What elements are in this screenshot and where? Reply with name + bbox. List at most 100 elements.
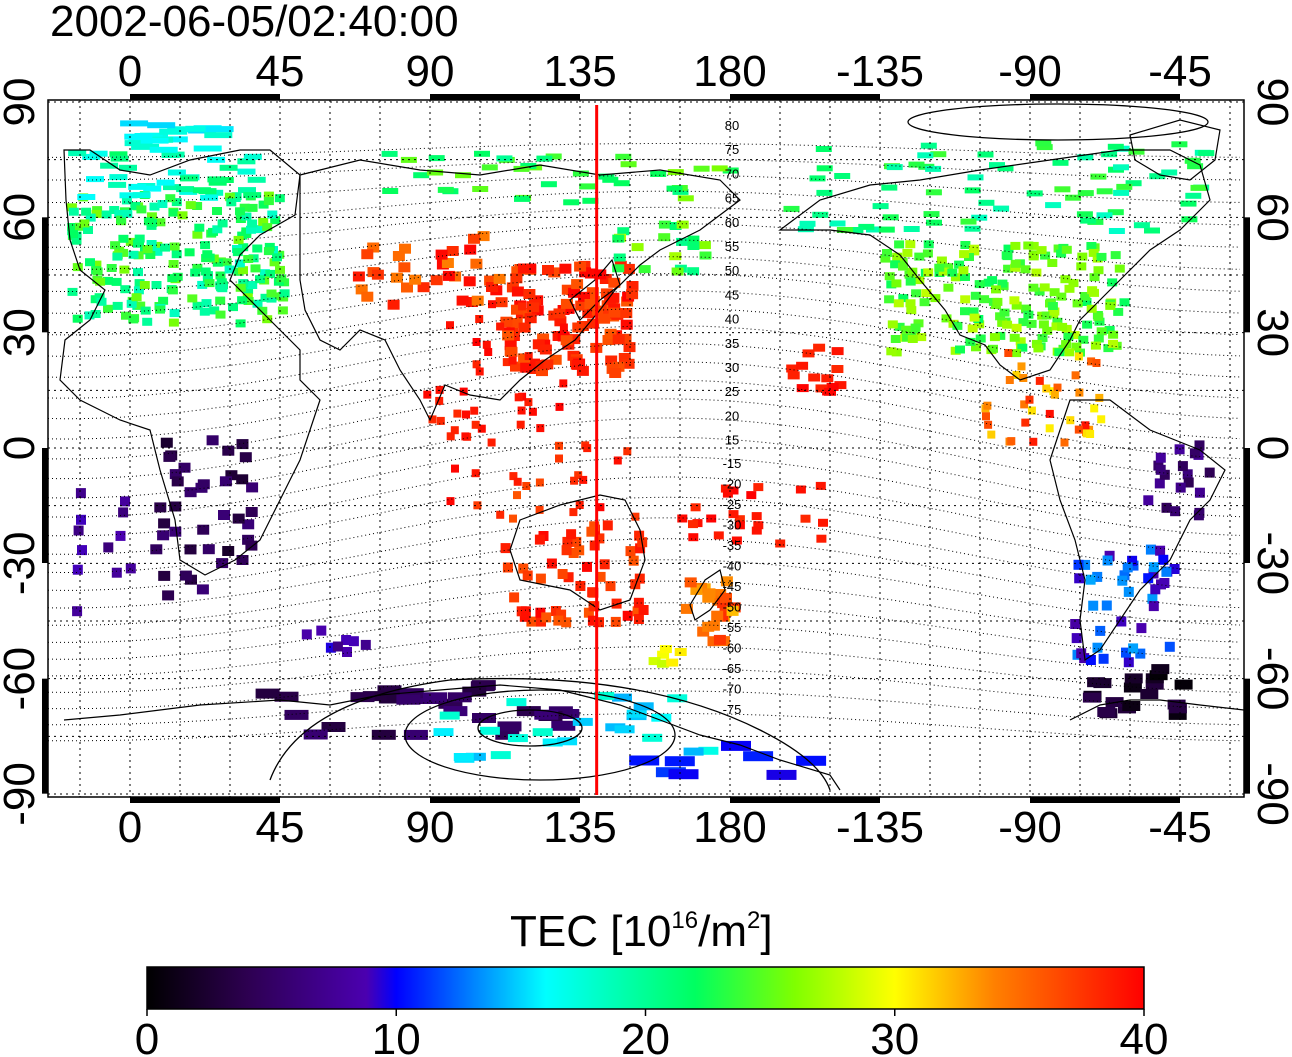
- tec-patch: [809, 175, 826, 182]
- tec-patch: [1060, 275, 1071, 284]
- tec-patch: [1123, 682, 1142, 693]
- lat-tick-label-left: 30: [0, 308, 44, 357]
- tec-patch: [574, 545, 585, 556]
- tec-patch: [245, 540, 258, 551]
- tec-patch: [650, 171, 667, 177]
- tec-patch: [79, 219, 90, 228]
- tec-patch: [891, 279, 902, 288]
- lon-tick-label-top: 45: [256, 47, 305, 96]
- tec-patch: [634, 530, 645, 541]
- tec-patch: [118, 234, 129, 243]
- lon-tick-label-bottom: 135: [543, 803, 616, 852]
- tec-patch: [360, 639, 371, 650]
- tec-patch: [909, 329, 920, 338]
- tec-patch: [252, 299, 263, 308]
- tec-patch: [115, 530, 126, 541]
- tec-patch: [1149, 173, 1166, 180]
- tec-patch: [1060, 438, 1069, 447]
- tec-patch: [520, 606, 531, 617]
- tec-patch: [179, 570, 192, 581]
- tec-patch: [143, 217, 154, 226]
- tec-patch: [815, 481, 826, 490]
- lon-tick-label-bottom: 0: [118, 803, 142, 852]
- tec-patch: [377, 685, 402, 696]
- tec-patch: [711, 610, 724, 621]
- tec-patch: [923, 268, 934, 277]
- tec-patch: [542, 738, 563, 747]
- tec-patch: [690, 584, 703, 595]
- tec-patch: [800, 514, 811, 523]
- tec-patch: [133, 286, 144, 295]
- tec-patch: [613, 180, 630, 187]
- tec-patch: [766, 769, 797, 780]
- tec-patch: [242, 519, 255, 530]
- tec-patch: [572, 322, 585, 333]
- tec-patch: [626, 281, 639, 291]
- frame-tick-bar-left: [42, 448, 48, 563]
- lat-tick-label-left: 0: [0, 436, 44, 460]
- frame-tick-bar-bottom: [430, 797, 580, 803]
- tec-patch: [511, 286, 524, 297]
- maglat-label-south: -50: [723, 600, 742, 615]
- tec-patch: [234, 259, 245, 268]
- tec-patch: [568, 548, 579, 558]
- tec-patch: [894, 240, 905, 249]
- tec-patch: [572, 717, 593, 726]
- tec-patch: [1045, 202, 1062, 209]
- tec-patch: [513, 477, 522, 486]
- tec-patch: [167, 169, 186, 176]
- tec-patch: [128, 183, 147, 190]
- tec-patch: [1035, 376, 1044, 385]
- tec-patch: [237, 158, 256, 165]
- tec-patch: [134, 234, 145, 243]
- axis-labels: 0045459090135135180180-135-135-90-90-45-…: [0, 47, 1292, 852]
- tec-patch: [722, 489, 733, 498]
- maglat-contour: [48, 417, 1241, 499]
- tec-patch: [1085, 655, 1096, 665]
- tec-patch: [720, 576, 733, 587]
- colorbar-tick-label: 40: [1120, 1015, 1169, 1057]
- tec-patch: [536, 424, 545, 433]
- tec-patch: [1164, 641, 1175, 652]
- lat-tick-label-right: -30: [1248, 532, 1292, 596]
- tec-patch: [68, 150, 87, 157]
- tec-patch: [1185, 192, 1202, 199]
- tec-patch: [508, 356, 517, 365]
- tec-patch: [157, 530, 170, 541]
- tec-patch: [589, 540, 600, 551]
- tec-patch: [598, 173, 615, 180]
- tec-patch: [284, 709, 309, 720]
- tec-patch: [1074, 425, 1083, 434]
- maglat-label-north: 80: [725, 118, 739, 133]
- tec-patch: [959, 250, 970, 259]
- tec-patch: [216, 278, 227, 287]
- tec-patch: [582, 197, 599, 204]
- tec-patch: [463, 276, 476, 287]
- tec-patch: [923, 240, 934, 249]
- tec-patch: [517, 263, 530, 274]
- tec-patch: [301, 629, 312, 640]
- tec-patch: [1147, 593, 1158, 604]
- tec-patch: [446, 246, 459, 256]
- tec-patch: [971, 343, 981, 352]
- tec-patch: [612, 264, 625, 273]
- tec-patch: [453, 409, 462, 418]
- tec-patch: [607, 292, 620, 303]
- tec-patch: [477, 424, 486, 433]
- tec-patch: [511, 304, 523, 315]
- tec-patch: [960, 307, 970, 316]
- maglat-label-south: -55: [723, 620, 742, 635]
- tec-patch: [514, 393, 523, 402]
- tec-patch: [505, 346, 518, 357]
- maglat-label-south: -75: [723, 702, 742, 717]
- tec-patch: [534, 709, 559, 720]
- tec-patch: [894, 322, 905, 331]
- tec-patch: [91, 260, 102, 269]
- tec-patch: [511, 266, 524, 277]
- tec-patch: [180, 175, 198, 182]
- maglat-label-north: 20: [725, 408, 739, 423]
- tec-patch: [969, 313, 980, 322]
- tec-patch: [103, 304, 113, 313]
- tec-patch: [413, 172, 430, 179]
- tec-patch: [248, 254, 259, 263]
